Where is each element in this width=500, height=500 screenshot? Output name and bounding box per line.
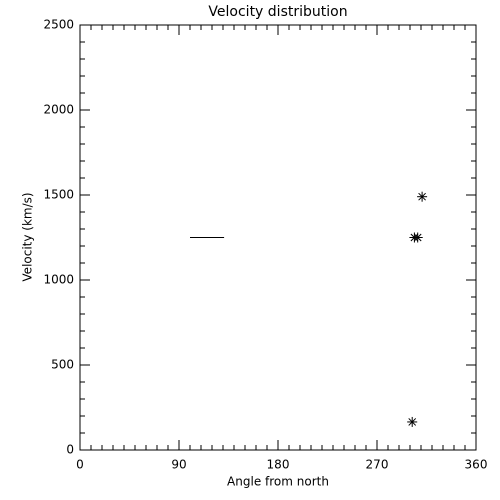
x-tick-label: 360 — [465, 458, 488, 472]
asterisk-point — [417, 191, 428, 202]
asterisk-point — [412, 232, 423, 243]
y-tick-label: 0 — [66, 443, 74, 457]
asterisk-stroke — [418, 192, 426, 201]
x-tick-label: 180 — [267, 458, 290, 472]
y-tick-label: 1000 — [43, 273, 74, 287]
x-axis-label: Angle from north — [227, 475, 329, 489]
asterisk-stroke — [408, 418, 417, 426]
y-axis-label: Velocity (km/s) — [21, 192, 35, 281]
y-tick-label: 2500 — [43, 18, 74, 32]
asterisk-stroke — [413, 233, 422, 242]
asterisk-point — [407, 416, 418, 427]
x-tick-label: 0 — [76, 458, 84, 472]
x-tick-label: 90 — [171, 458, 186, 472]
chart-title: Velocity distribution — [208, 4, 347, 20]
y-tick-label: 2000 — [43, 103, 74, 117]
x-tick-label: 270 — [366, 458, 389, 472]
y-tick-label: 1500 — [43, 188, 74, 202]
y-tick-label: 500 — [51, 358, 74, 372]
